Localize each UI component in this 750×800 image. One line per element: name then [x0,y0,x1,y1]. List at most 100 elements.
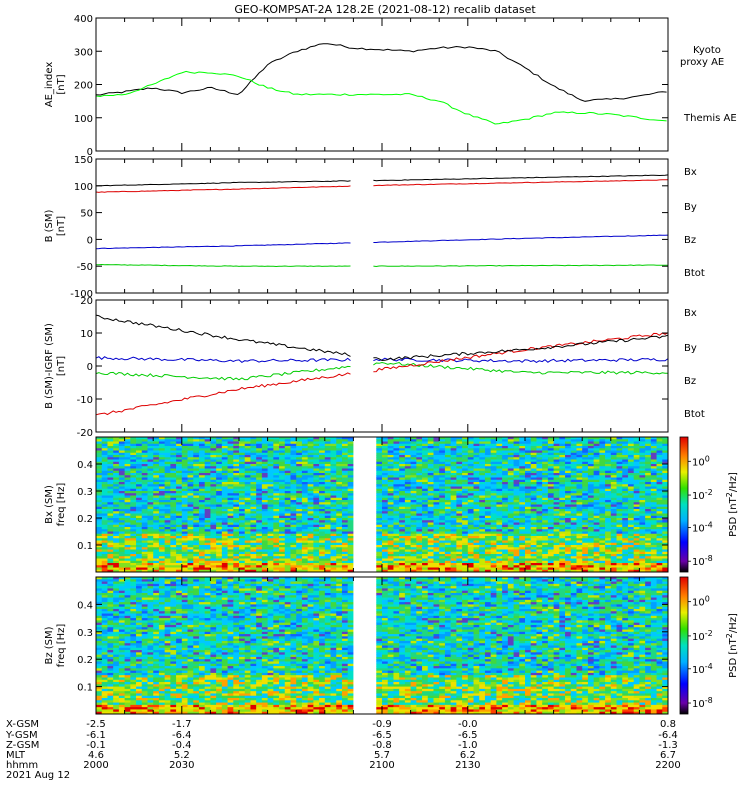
axis-value: 2000 [83,760,108,771]
legend-by: By [684,202,697,213]
axis-value: 2130 [455,760,480,771]
y-tick-label: 0.2 [77,655,93,666]
axis-value: 2030 [169,760,194,771]
y-tick-label: -50 [77,262,93,273]
axis-row-label: 2021 Aug 12 [6,770,70,781]
y-tick-label: 100 [74,114,93,125]
series-kyoto-proxy-ae [95,70,667,125]
panel-bdiff: B (SM)-IGRF (SM)[nT] Bx By Bz Btot -20 -10 0 10 2… [44,296,705,439]
axis-value: 5.2 [174,750,190,761]
y-axis-label: B (SM)-IGRF (SM)[nT] [44,323,67,409]
series-line [96,263,351,268]
legend: Bx By Bz Btot [684,308,705,420]
y-tick-label: 0.2 [77,514,93,525]
axis-value: -6.5 [458,730,478,741]
y-tick-label: 400 [74,14,93,25]
y-tick-label: 10 [80,329,93,340]
colorbar-tick-label: 100 [692,595,710,609]
axis-value: -0.8 [372,740,392,751]
y-ticks: 0 100 200 300 400 [74,14,669,158]
y-axis-label: B (SM)[nT] [44,209,67,242]
series-line [95,242,351,250]
spectrogram-cells [96,437,669,573]
panel-frame [95,299,669,433]
axis-value: 6.2 [460,750,476,761]
axis-value: -0.9 [372,719,392,730]
y-tick-label: 0.4 [77,600,93,611]
series-bz [373,332,669,373]
y-tick-label: 100 [74,182,93,193]
data-gap [353,437,374,572]
series-line [95,365,351,381]
axis-value: -0.1 [86,740,106,751]
y-ticks: 0.1 0.2 0.3 0.4 [77,577,669,714]
colorbar-label: PSD [nT2/Hz] [725,472,739,537]
legend-bx: Bx [684,308,697,319]
legend-btot: Btot [684,268,705,279]
series-lines [95,174,669,268]
series-themis-ae [95,43,667,102]
legend-btot: Btot [684,409,705,420]
y-tick-label: 150 [74,155,93,166]
colorbar-tick-label: 10-4 [692,520,713,534]
series-btot [373,174,669,182]
colorbar-tick-label: 10-8 [692,554,713,568]
y-tick-label: 0.3 [77,628,93,639]
colorbar-tick-label: 10-8 [692,696,713,710]
axis-row-label: hhmm [6,760,38,771]
y-tick-label: 300 [74,47,93,58]
y-tick-label: -10 [77,395,93,406]
series-line [95,314,351,357]
axis-value: -0.0 [458,719,478,730]
axis-value: -6.4 [658,730,678,741]
colorbar: 100 10-2 10-4 10-8 PSD [nT2/Hz] [679,436,739,573]
axis-value: 6.7 [660,750,676,761]
panel-specbx: Bx (SM)freq [Hz] 100 10-2 10-4 10-8 PSD [nT2/… [44,436,739,573]
legend-bz: Bz [684,235,696,246]
panel-frame [95,17,669,152]
series-line [95,356,351,364]
y-tick-label: -20 [77,428,93,439]
legend-by: By [684,343,697,354]
series-line [95,180,351,187]
colorbar-tick-label: 10-4 [692,662,713,676]
y-tick-label: 0.1 [77,541,93,552]
legend-bx: Bx [684,167,697,178]
axis-value: -1.7 [172,719,192,730]
axis-value: 5.7 [374,750,390,761]
data-gap [353,577,374,714]
series-lines [95,43,667,125]
series-bx [373,357,669,363]
y-tick-label: 20 [80,296,93,307]
panel-specbz: Bz (SM)freq [Hz] 100 10-2 10-4 10-8 PSD [nT2/… [44,576,739,715]
legend: Bx By Bz Btot [684,167,705,279]
colorbar-tick-label: 10-2 [692,629,713,643]
series-bx [373,234,669,243]
y-tick-label: -100 [70,289,93,300]
y-axis-label: Bx (SM)freq [Hz] [44,483,67,527]
axis-value: -6.4 [172,730,192,741]
series-line [95,372,351,416]
colorbar-label: PSD [nT2/Hz] [725,613,739,678]
axis-value: -1.3 [658,740,678,751]
y-axis-label: AE_index[nT] [44,62,67,108]
y-tick-label: 0.3 [77,487,93,498]
series-by [373,361,668,375]
series-btot [373,334,669,362]
axis-row-label: X-GSM [6,719,39,730]
y-tick-label: 0.4 [77,460,93,471]
panel-frame [95,158,669,294]
legend-bz: Bz [684,376,696,387]
axis-row-label: MLT [6,750,26,761]
colorbar-tick-label: 10-2 [692,488,713,502]
axis-value: 2200 [655,760,680,771]
y-tick-label: 0 [87,147,93,158]
colorbar: 100 10-2 10-4 10-8 PSD [nT2/Hz] [679,576,739,715]
axis-value: -6.1 [86,730,106,741]
panel-bsm: B (SM)[nT] Bx By Bz Btot -100 -50 0 50 100 150 [44,155,705,300]
series-bz [373,179,668,187]
series-lines [95,314,669,416]
legend-themis-ae: Themis AE [683,113,737,124]
y-tick-label: 0.1 [77,683,93,694]
